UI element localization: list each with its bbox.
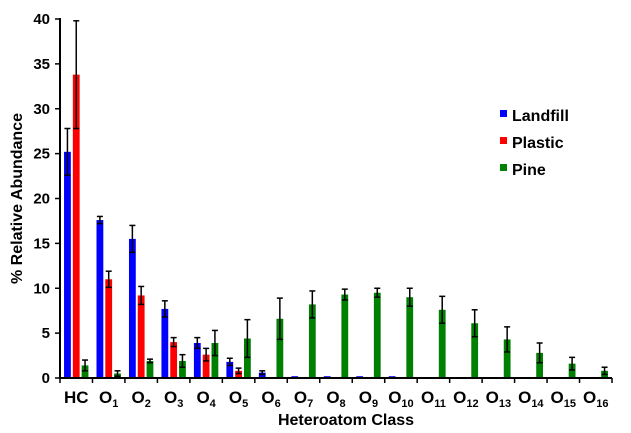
bar-pine: [81, 365, 89, 378]
bar-pine: [179, 360, 186, 378]
bar-plastic: [72, 74, 80, 379]
bar-pine: [471, 323, 479, 378]
x-axis-ticks: HC O1 O2 O3 O4 O5 O6 O7 O8 O9 O10 O11 O12 O13 O14 O15 O1…: [59, 378, 613, 410]
x-tick-label: O11: [421, 388, 446, 410]
x-tick-label: O16: [583, 388, 608, 410]
x-tick-label: HC: [64, 388, 89, 407]
bar-pine: [438, 309, 446, 378]
x-tick-label: O4: [196, 388, 216, 410]
bar-pine: [503, 339, 511, 378]
bar-landfill: [96, 220, 104, 378]
y-axis-title: % Relative Abundance: [9, 113, 26, 284]
bar-landfill: [161, 308, 169, 378]
x-tick-label: O15: [551, 388, 576, 410]
bar-landfill: [226, 361, 234, 378]
x-tick-label: O7: [294, 388, 313, 410]
x-tick-label: O9: [359, 388, 378, 410]
x-tick-label: O10: [388, 388, 413, 410]
legend-label-plastic: Plastic: [512, 135, 564, 152]
y-tick-label: 25: [33, 146, 50, 163]
x-tick-label: O5: [229, 388, 248, 410]
x-tick-label: O12: [453, 388, 478, 410]
bar-landfill: [128, 238, 136, 378]
legend-swatch-pine: [500, 164, 507, 171]
bar-pine: [243, 338, 251, 378]
bar-pine: [406, 297, 414, 378]
bar-landfill: [64, 151, 71, 378]
bar-pine: [536, 352, 544, 378]
error-bar-group: [64, 20, 608, 377]
x-tick-label: O6: [261, 388, 280, 410]
bar-pine: [341, 294, 349, 378]
y-tick-label: 35: [33, 56, 50, 73]
bar-plastic: [170, 342, 178, 378]
bar-landfill: [258, 372, 266, 378]
bar-pine: [308, 304, 316, 378]
y-tick-label: 30: [33, 101, 50, 118]
x-tick-label: O2: [131, 388, 150, 410]
y-tick-label: 10: [33, 280, 50, 297]
bar-pine: [568, 363, 576, 378]
legend-swatch-landfill: [500, 110, 507, 117]
legend-swatch-plastic: [500, 137, 507, 144]
x-tick-label: O8: [326, 388, 345, 410]
legend-label-pine: Pine: [512, 162, 546, 179]
x-tick-label: O14: [518, 388, 544, 410]
legend: Landfill Plastic Pine: [500, 108, 569, 179]
x-tick-label: O1: [99, 388, 118, 410]
y-tick-label: 40: [33, 11, 50, 28]
bar-pine: [373, 292, 381, 378]
x-tick-label: O3: [164, 388, 183, 410]
x-axis-title: Heteroatom Class: [278, 412, 414, 429]
y-tick-label: 20: [33, 191, 50, 208]
bar-pine: [276, 318, 284, 378]
legend-label-landfill: Landfill: [512, 108, 569, 125]
bar-pine: [146, 360, 154, 378]
bar-plastic: [235, 370, 242, 378]
y-axis-ticks: 0 5 10 15 20 25 30 35 40: [33, 11, 60, 387]
bar-landfill: [193, 342, 201, 378]
bar-plastic: [105, 279, 113, 378]
bar-plastic: [137, 295, 145, 378]
y-tick-label: 0: [42, 370, 50, 387]
x-tick-label: O13: [486, 388, 511, 410]
bar-plastic: [202, 354, 210, 378]
bar-pine: [211, 342, 219, 378]
y-tick-label: 5: [42, 325, 50, 342]
y-tick-label: 15: [33, 235, 50, 252]
